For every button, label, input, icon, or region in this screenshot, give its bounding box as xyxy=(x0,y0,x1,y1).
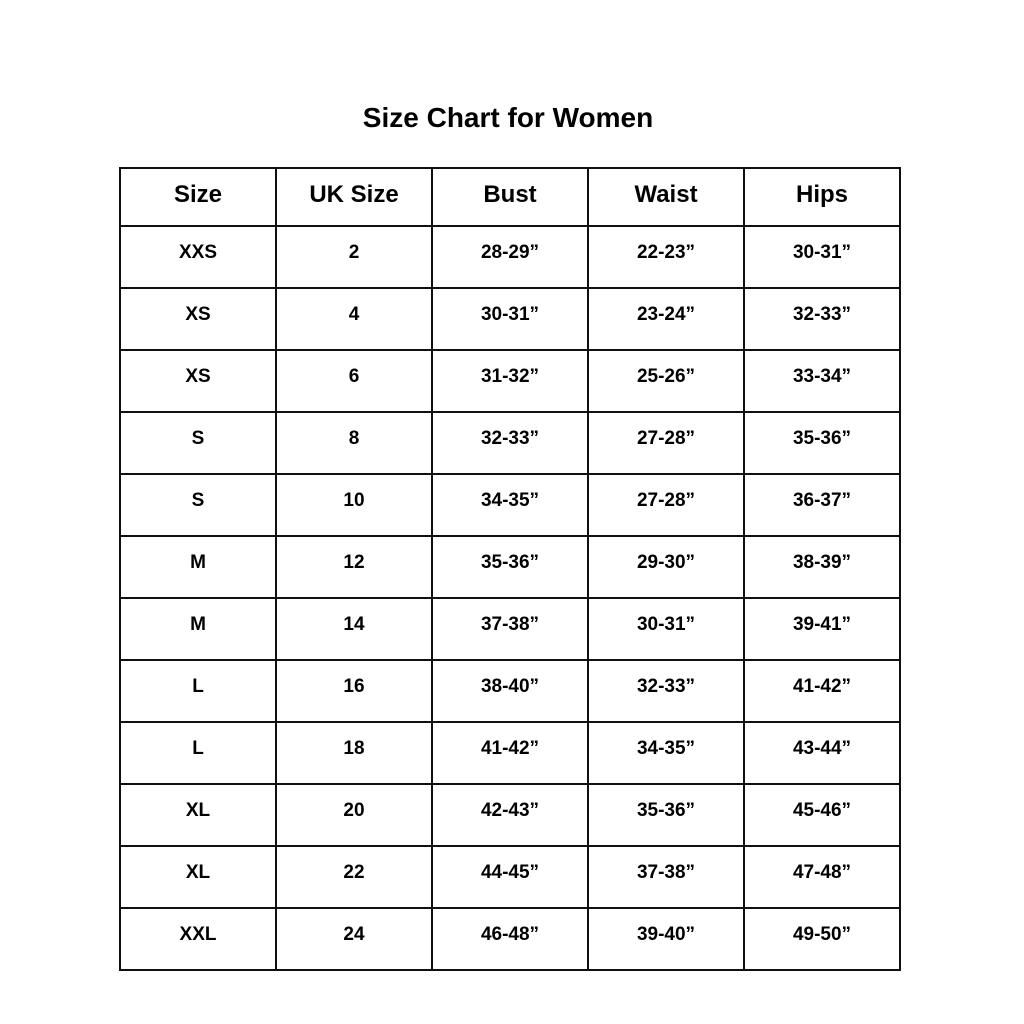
cell-hips: 32-33” xyxy=(743,287,901,351)
cell-waist: 39-40” xyxy=(587,907,745,971)
cell-size: M xyxy=(119,597,277,661)
cell-bust: 37-38” xyxy=(431,597,589,661)
cell-bust: 28-29” xyxy=(431,225,589,289)
cell-waist: 23-24” xyxy=(587,287,745,351)
cell-uk-size: 24 xyxy=(275,907,433,971)
cell-uk-size: 16 xyxy=(275,659,433,723)
cell-waist: 22-23” xyxy=(587,225,745,289)
cell-bust: 34-35” xyxy=(431,473,589,537)
cell-uk-size: 22 xyxy=(275,845,433,909)
page-title: Size Chart for Women xyxy=(362,102,654,133)
cell-hips: 41-42” xyxy=(743,659,901,723)
cell-hips: 49-50” xyxy=(743,907,901,971)
cell-uk-size: 12 xyxy=(275,535,433,599)
header-waist: Waist xyxy=(587,167,745,227)
table-row: XS 4 30-31” 23-24” 32-33” xyxy=(119,287,901,351)
table-row: XL 20 42-43” 35-36” 45-46” xyxy=(119,783,901,847)
cell-uk-size: 4 xyxy=(275,287,433,351)
cell-bust: 41-42” xyxy=(431,721,589,785)
cell-waist: 34-35” xyxy=(587,721,745,785)
cell-uk-size: 18 xyxy=(275,721,433,785)
cell-bust: 42-43” xyxy=(431,783,589,847)
header-bust: Bust xyxy=(431,167,589,227)
cell-hips: 30-31” xyxy=(743,225,901,289)
cell-size: XXL xyxy=(119,907,277,971)
cell-size: XL xyxy=(119,845,277,909)
header-hips: Hips xyxy=(743,167,901,227)
cell-hips: 36-37” xyxy=(743,473,901,537)
table-row: S 10 34-35” 27-28” 36-37” xyxy=(119,473,901,537)
cell-size: XS xyxy=(119,349,277,413)
cell-size: XL xyxy=(119,783,277,847)
cell-hips: 33-34” xyxy=(743,349,901,413)
header-uk-size: UK Size xyxy=(275,167,433,227)
cell-waist: 32-33” xyxy=(587,659,745,723)
cell-hips: 45-46” xyxy=(743,783,901,847)
cell-bust: 30-31” xyxy=(431,287,589,351)
cell-uk-size: 2 xyxy=(275,225,433,289)
cell-waist: 30-31” xyxy=(587,597,745,661)
cell-uk-size: 20 xyxy=(275,783,433,847)
cell-waist: 25-26” xyxy=(587,349,745,413)
cell-bust: 46-48” xyxy=(431,907,589,971)
table-row: XXS 2 28-29” 22-23” 30-31” xyxy=(119,225,901,289)
table-row: XS 6 31-32” 25-26” 33-34” xyxy=(119,349,901,413)
cell-size: XS xyxy=(119,287,277,351)
size-chart-table: Size UK Size Bust Waist Hips XXS 2 28-29” 2… xyxy=(119,167,901,971)
cell-hips: 43-44” xyxy=(743,721,901,785)
table-row: XL 22 44-45” 37-38” 47-48” xyxy=(119,845,901,909)
cell-waist: 37-38” xyxy=(587,845,745,909)
table-row: M 14 37-38” 30-31” 39-41” xyxy=(119,597,901,661)
cell-size: XXS xyxy=(119,225,277,289)
cell-bust: 44-45” xyxy=(431,845,589,909)
table-body: XXS 2 28-29” 22-23” 30-31” XS 4 30-31” 23-24” 32-… xyxy=(119,225,901,971)
header-size: Size xyxy=(119,167,277,227)
cell-uk-size: 14 xyxy=(275,597,433,661)
cell-uk-size: 6 xyxy=(275,349,433,413)
cell-size: L xyxy=(119,721,277,785)
table-row: L 18 41-42” 34-35” 43-44” xyxy=(119,721,901,785)
cell-waist: 29-30” xyxy=(587,535,745,599)
table-row: S 8 32-33” 27-28” 35-36” xyxy=(119,411,901,475)
table-row: XXL 24 46-48” 39-40” 49-50” xyxy=(119,907,901,971)
cell-bust: 32-33” xyxy=(431,411,589,475)
cell-uk-size: 10 xyxy=(275,473,433,537)
cell-size: S xyxy=(119,411,277,475)
cell-waist: 27-28” xyxy=(587,411,745,475)
cell-size: M xyxy=(119,535,277,599)
cell-size: S xyxy=(119,473,277,537)
cell-hips: 47-48” xyxy=(743,845,901,909)
cell-bust: 35-36” xyxy=(431,535,589,599)
cell-uk-size: 8 xyxy=(275,411,433,475)
cell-hips: 39-41” xyxy=(743,597,901,661)
table-row: L 16 38-40” 32-33” 41-42” xyxy=(119,659,901,723)
cell-waist: 35-36” xyxy=(587,783,745,847)
cell-waist: 27-28” xyxy=(587,473,745,537)
cell-size: L xyxy=(119,659,277,723)
header-row: Size UK Size Bust Waist Hips xyxy=(119,167,901,227)
cell-hips: 35-36” xyxy=(743,411,901,475)
cell-bust: 31-32” xyxy=(431,349,589,413)
cell-bust: 38-40” xyxy=(431,659,589,723)
table-row: M 12 35-36” 29-30” 38-39” xyxy=(119,535,901,599)
cell-hips: 38-39” xyxy=(743,535,901,599)
